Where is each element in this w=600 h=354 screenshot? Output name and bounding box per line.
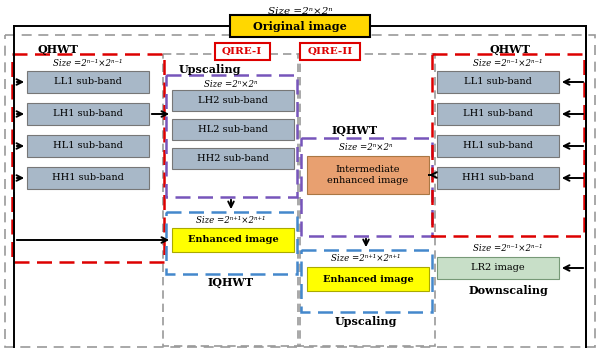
Bar (172, 228, 294, 252)
Text: Size =2ⁿ⁻¹×2ⁿ⁻¹: Size =2ⁿ⁻¹×2ⁿ⁻¹ (473, 244, 543, 253)
Bar (437, 135, 559, 157)
Bar (27, 167, 149, 189)
Bar (437, 257, 559, 279)
Text: Upscaling: Upscaling (335, 316, 397, 327)
Text: Size =2ⁿ⁺¹×2ⁿ⁺¹: Size =2ⁿ⁺¹×2ⁿ⁺¹ (331, 254, 401, 263)
Text: Size =2ⁿ⁺¹×2ⁿ⁺¹: Size =2ⁿ⁺¹×2ⁿ⁺¹ (196, 216, 266, 225)
Bar (437, 167, 559, 189)
Bar (163, 54, 300, 346)
Bar (166, 212, 297, 274)
Text: HL1 sub-band: HL1 sub-band (463, 142, 533, 150)
Bar (215, 43, 270, 60)
Text: Size =2ⁿ×2ⁿ: Size =2ⁿ×2ⁿ (339, 143, 393, 152)
Bar (301, 138, 432, 236)
Text: LH2 sub-band: LH2 sub-band (198, 96, 268, 105)
Text: IQHWT: IQHWT (332, 125, 378, 136)
Text: QIRE-I: QIRE-I (222, 47, 262, 56)
Bar (172, 119, 294, 140)
Text: IQHWT: IQHWT (208, 277, 254, 288)
Bar (437, 71, 559, 93)
Bar (301, 250, 432, 312)
Bar (5, 35, 595, 347)
Bar (437, 103, 559, 125)
Text: Downscaling: Downscaling (468, 285, 548, 296)
Bar (432, 54, 584, 236)
Text: HH1 sub-band: HH1 sub-band (462, 173, 534, 183)
Text: Size =2ⁿ×2ⁿ: Size =2ⁿ×2ⁿ (268, 7, 332, 16)
Bar (230, 15, 370, 37)
Text: LR2 image: LR2 image (471, 263, 525, 273)
Text: QHWT: QHWT (490, 44, 530, 55)
Text: HH2 sub-band: HH2 sub-band (197, 154, 269, 163)
Text: HL2 sub-band: HL2 sub-band (198, 125, 268, 134)
Text: HH1 sub-band: HH1 sub-band (52, 173, 124, 183)
Text: Size =2ⁿ⁻¹×2ⁿ⁻¹: Size =2ⁿ⁻¹×2ⁿ⁻¹ (53, 59, 123, 68)
Bar (27, 71, 149, 93)
Text: Size =2ⁿ×2ⁿ: Size =2ⁿ×2ⁿ (204, 80, 258, 89)
Text: Enhanced image: Enhanced image (323, 274, 413, 284)
Bar (27, 103, 149, 125)
Text: Upscaling: Upscaling (179, 64, 241, 75)
Bar (307, 267, 429, 291)
Bar (307, 156, 429, 194)
Text: QHWT: QHWT (38, 44, 79, 55)
Bar (27, 135, 149, 157)
Text: LL1 sub-band: LL1 sub-band (464, 78, 532, 86)
Text: Size =2ⁿ⁻¹×2ⁿ⁻¹: Size =2ⁿ⁻¹×2ⁿ⁻¹ (473, 59, 543, 68)
Text: Original image: Original image (253, 21, 347, 32)
Bar (298, 54, 435, 346)
Text: HL1 sub-band: HL1 sub-band (53, 142, 123, 150)
Bar (172, 148, 294, 169)
Bar (166, 75, 297, 197)
Text: QIRE-II: QIRE-II (307, 47, 353, 56)
Text: LH1 sub-band: LH1 sub-band (463, 109, 533, 119)
Text: Enhanced image: Enhanced image (188, 235, 278, 245)
Text: Intermediate
enhanced image: Intermediate enhanced image (328, 165, 409, 185)
Bar (300, 43, 360, 60)
Bar (172, 90, 294, 111)
Bar (12, 54, 164, 262)
Text: LH1 sub-band: LH1 sub-band (53, 109, 123, 119)
Text: LL1 sub-band: LL1 sub-band (54, 78, 122, 86)
